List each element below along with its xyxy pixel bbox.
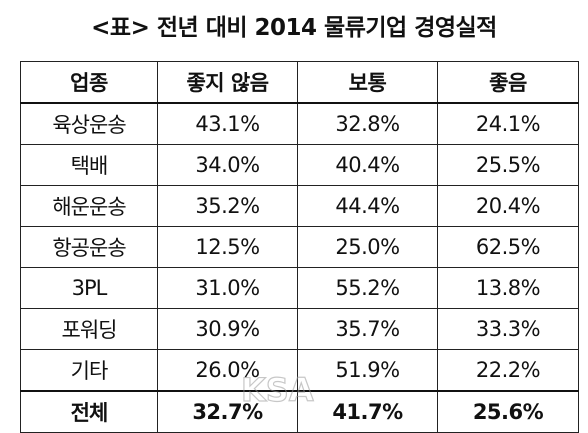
total-good: 25.6% bbox=[437, 390, 579, 433]
cell-average: 35.7% bbox=[297, 308, 438, 350]
table-row: 해운운송 35.2% 44.4% 20.4% bbox=[20, 185, 579, 227]
table-row: 택배 34.0% 40.4% 25.5% bbox=[20, 144, 579, 186]
cell-good: 20.4% bbox=[437, 185, 579, 227]
row-category: 택배 bbox=[20, 144, 158, 186]
total-label: 전체 bbox=[20, 390, 158, 433]
header-industry: 업종 bbox=[20, 61, 158, 104]
table-row: 포워딩 30.9% 35.7% 33.3% bbox=[20, 308, 579, 350]
header-average: 보통 bbox=[297, 61, 438, 104]
cell-not-good: 12.5% bbox=[157, 226, 298, 268]
table-row: 3PL 31.0% 55.2% 13.8% bbox=[20, 267, 579, 309]
cell-average: 25.0% bbox=[297, 226, 438, 268]
cell-good: 22.2% bbox=[437, 349, 579, 392]
performance-table: 업종 좋지 않음 보통 좋음 육상운송 43.1% 32.8% 24.1% 택배… bbox=[20, 61, 579, 433]
total-average: 41.7% bbox=[297, 390, 438, 433]
cell-good: 25.5% bbox=[437, 144, 579, 186]
row-category: 육상운송 bbox=[20, 102, 158, 145]
total-not-good: 32.7% bbox=[157, 390, 298, 433]
cell-not-good: 35.2% bbox=[157, 185, 298, 227]
table-row: 기타 26.0% 51.9% 22.2% bbox=[20, 349, 579, 392]
cell-not-good: 43.1% bbox=[157, 102, 298, 145]
header-row: 업종 좋지 않음 보통 좋음 bbox=[20, 61, 579, 104]
cell-good: 33.3% bbox=[437, 308, 579, 350]
cell-average: 40.4% bbox=[297, 144, 438, 186]
cell-average: 55.2% bbox=[297, 267, 438, 309]
header-not-good: 좋지 않음 bbox=[157, 61, 298, 104]
row-category: 포워딩 bbox=[20, 308, 158, 350]
cell-average: 32.8% bbox=[297, 102, 438, 145]
row-category: 3PL bbox=[20, 267, 158, 309]
cell-average: 44.4% bbox=[297, 185, 438, 227]
total-row: 전체 32.7% 41.7% 25.6% bbox=[20, 390, 579, 433]
row-category: 해운운송 bbox=[20, 185, 158, 227]
cell-good: 62.5% bbox=[437, 226, 579, 268]
cell-good: 24.1% bbox=[437, 102, 579, 145]
row-category: 항공운송 bbox=[20, 226, 158, 268]
cell-not-good: 30.9% bbox=[157, 308, 298, 350]
cell-average: 51.9% bbox=[297, 349, 438, 392]
header-good: 좋음 bbox=[437, 61, 579, 104]
cell-not-good: 26.0% bbox=[157, 349, 298, 392]
row-category: 기타 bbox=[20, 349, 158, 392]
table-row: 육상운송 43.1% 32.8% 24.1% bbox=[20, 102, 579, 145]
cell-good: 13.8% bbox=[437, 267, 579, 309]
cell-not-good: 34.0% bbox=[157, 144, 298, 186]
table-row: 항공운송 12.5% 25.0% 62.5% bbox=[20, 226, 579, 268]
table-title: <표> 전년 대비 2014 물류기업 경영실적 bbox=[91, 15, 497, 41]
cell-not-good: 31.0% bbox=[157, 267, 298, 309]
